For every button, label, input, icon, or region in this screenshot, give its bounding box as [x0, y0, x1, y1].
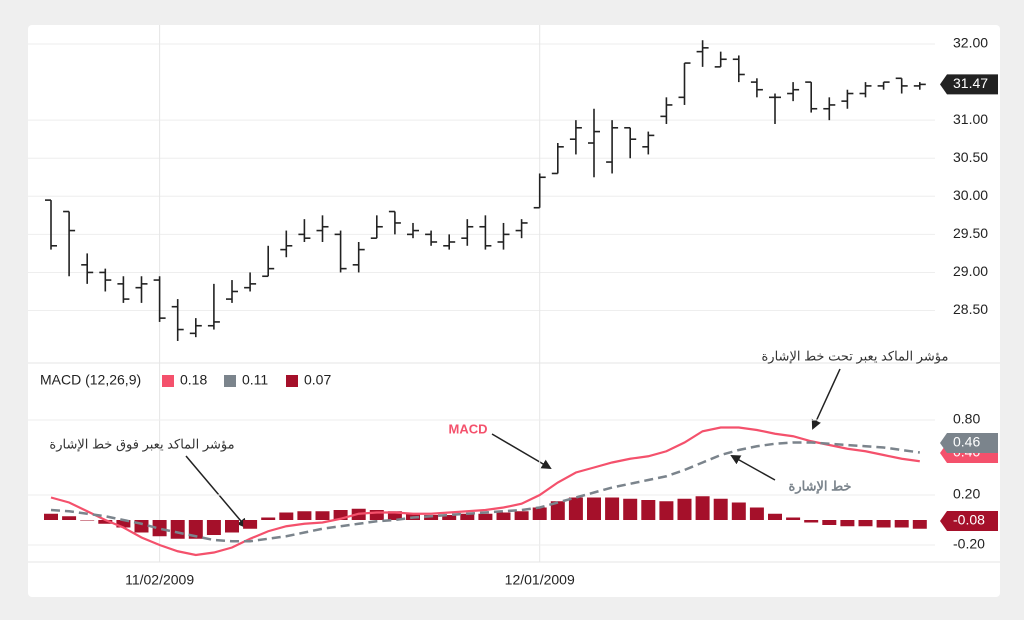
histogram-bar: [243, 520, 258, 529]
y-tick-label: 30.00: [953, 187, 988, 203]
arrow: [730, 455, 776, 481]
x-tick-label: 12/01/2009: [505, 572, 575, 588]
y-tick-label: 0.80: [953, 411, 980, 427]
histogram-bar: [804, 520, 819, 523]
signal-line: [50, 441, 920, 543]
histogram-bar: [206, 520, 221, 535]
histogram-bar: [297, 511, 312, 520]
y-tick-label: 0.20: [953, 486, 980, 502]
y-tick-label: 32.00: [953, 35, 988, 51]
histogram-bar: [225, 520, 239, 533]
histogram-bar: [170, 520, 185, 539]
histogram-bar: [550, 501, 565, 520]
y-tick-label: 29.00: [953, 263, 988, 279]
legend-value: 0.07: [304, 372, 331, 388]
legend-value: 0.11: [242, 372, 268, 388]
arrow: [185, 455, 248, 529]
histogram-bar: [605, 497, 620, 520]
y-tick-label: 30.50: [953, 149, 988, 165]
annotation: مؤشر الماكد يعبر فوق خط الإشارة: [49, 436, 234, 452]
x-tick-label: 11/02/2009: [125, 572, 194, 588]
histogram-bar: [442, 515, 457, 520]
arrow: [811, 368, 841, 430]
histogram-bar: [387, 511, 402, 520]
last-price-box: [940, 74, 998, 95]
last-value-label: -0.08: [953, 512, 985, 528]
histogram-bar: [840, 520, 855, 527]
histogram-bar: [695, 496, 710, 520]
histogram-bar: [894, 520, 909, 528]
histogram-bar: [261, 517, 276, 520]
histogram-bar: [514, 511, 529, 520]
last-value-box: [940, 511, 998, 531]
histogram-bar: [116, 520, 131, 528]
macd-line: [50, 426, 920, 557]
legend-swatch: [286, 375, 298, 387]
histogram-bar: [786, 517, 801, 520]
histogram-bar: [858, 520, 873, 527]
arrow: [491, 433, 552, 470]
histogram-bar: [188, 520, 203, 539]
histogram-bar: [677, 498, 692, 520]
histogram-bar: [80, 520, 95, 521]
histogram-bar: [713, 498, 728, 520]
histogram-bar: [62, 516, 77, 520]
legend-title: MACD (12,26,9): [40, 372, 141, 388]
histogram-bar: [460, 513, 475, 520]
legend-swatch: [162, 375, 174, 387]
last-price-label: 31.47: [953, 75, 988, 91]
last-value-box: [940, 433, 998, 453]
histogram-bar: [623, 498, 638, 520]
histogram-bar: [587, 497, 601, 520]
histogram-bar: [315, 511, 330, 520]
histogram-bar: [641, 500, 656, 520]
histogram-bar: [912, 520, 927, 529]
histogram-bar: [496, 512, 511, 520]
histogram-bar: [333, 510, 348, 520]
histogram-bar: [44, 513, 58, 520]
histogram-bar: [279, 512, 294, 520]
annotation: خط الإشارة: [789, 478, 852, 494]
annotation: MACD: [449, 421, 488, 436]
histogram-bar: [532, 507, 547, 520]
y-tick-label: 28.50: [953, 301, 988, 317]
legend-swatch: [224, 375, 236, 387]
y-tick-label: 31.00: [953, 111, 988, 127]
histogram-bar: [822, 520, 837, 525]
histogram-bar: [876, 520, 891, 528]
last-value-label: 0.46: [953, 434, 980, 450]
y-tick-label: 29.50: [953, 225, 988, 241]
histogram-bar: [369, 510, 384, 520]
histogram-bar: [152, 520, 167, 537]
histogram-bar: [568, 497, 583, 520]
histogram-bar: [749, 507, 764, 520]
y-tick-label: -0.20: [953, 536, 985, 552]
histogram-bar: [768, 513, 782, 520]
legend-value: 0.18: [180, 372, 207, 388]
histogram-bar: [478, 513, 493, 520]
histogram-bar: [98, 520, 113, 524]
annotation: مؤشر الماكد يعبر تحت خط الإشارة: [762, 348, 949, 364]
histogram-bar: [659, 501, 674, 520]
histogram-bar: [731, 502, 746, 520]
